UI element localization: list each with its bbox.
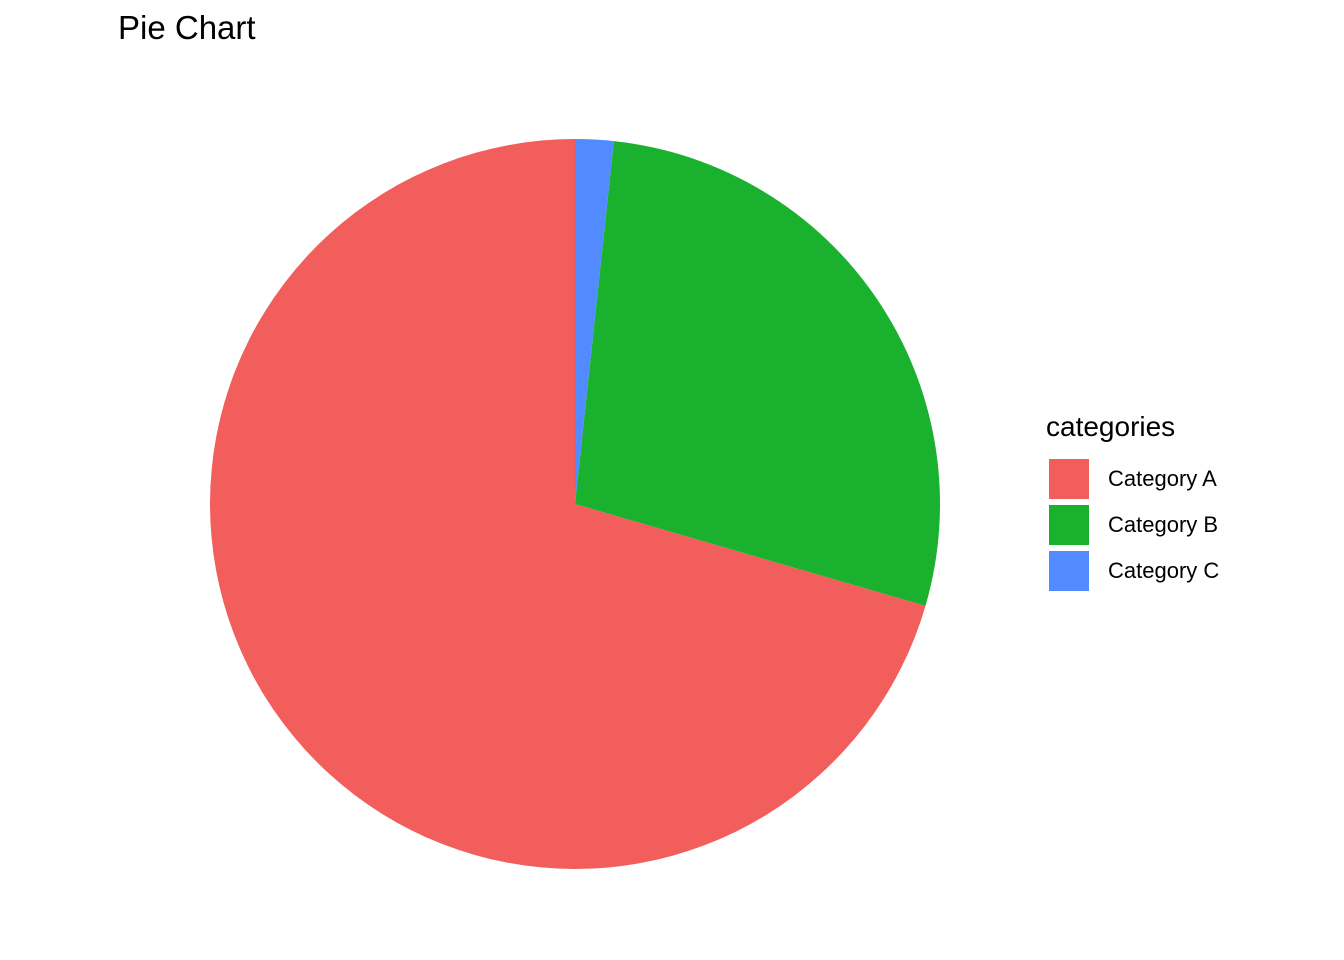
legend-label: Category B	[1108, 512, 1219, 537]
legend-item: Category C	[1046, 548, 1219, 594]
legend-item: Category B	[1046, 502, 1219, 548]
legend-item: Category A	[1046, 456, 1219, 502]
legend-title: categories	[1046, 411, 1176, 442]
legend-swatch	[1048, 550, 1090, 592]
legend-label: Category A	[1108, 466, 1217, 491]
pie-slice-category-b	[575, 141, 941, 606]
pie-slice-category-c	[575, 139, 614, 504]
legend-label: Category C	[1108, 558, 1220, 583]
legend-swatch	[1048, 504, 1090, 546]
legend-swatch	[1048, 458, 1090, 500]
pie-slice-category-a	[210, 139, 926, 869]
legend-items: Category A Category B Category C	[1046, 456, 1219, 594]
legend: categories Category A Category B Category …	[1046, 409, 1219, 594]
chart-title: Pie Chart	[118, 9, 256, 46]
